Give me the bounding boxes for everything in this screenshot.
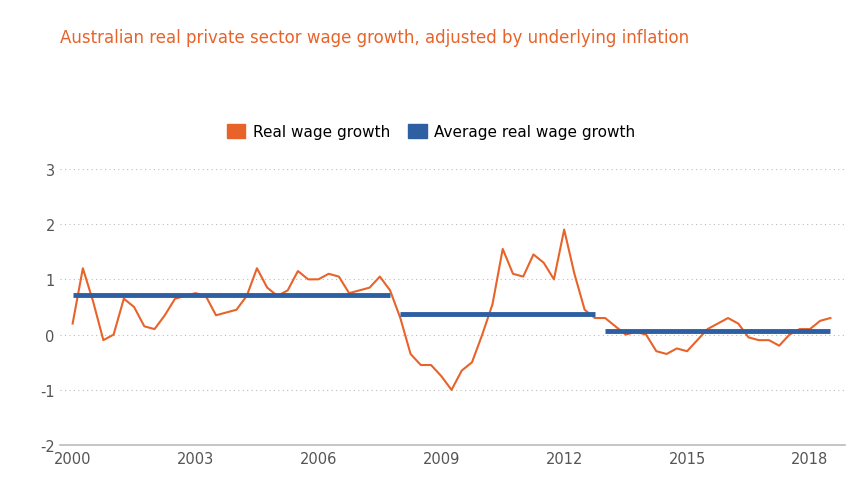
Legend: Real wage growth, Average real wage growth: Real wage growth, Average real wage grow… [220, 119, 641, 146]
Text: Australian real private sector wage growth, adjusted by underlying inflation: Australian real private sector wage grow… [60, 29, 689, 47]
